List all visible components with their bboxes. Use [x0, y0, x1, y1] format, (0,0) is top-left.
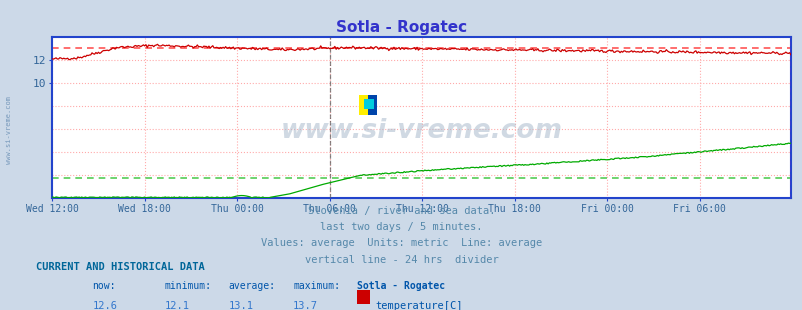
Text: now:: now:	[92, 281, 115, 290]
Text: 12.1: 12.1	[164, 301, 189, 310]
Text: average:: average:	[229, 281, 276, 290]
Text: 13.7: 13.7	[293, 301, 318, 310]
Text: 13.1: 13.1	[229, 301, 253, 310]
Text: last two days / 5 minutes.: last two days / 5 minutes.	[320, 222, 482, 232]
Text: Slovenia / river and sea data.: Slovenia / river and sea data.	[307, 206, 495, 216]
Text: Sotla - Rogatec: Sotla - Rogatec	[335, 20, 467, 35]
Text: Sotla - Rogatec: Sotla - Rogatec	[357, 281, 445, 290]
Text: 12.6: 12.6	[92, 301, 117, 310]
Text: CURRENT AND HISTORICAL DATA: CURRENT AND HISTORICAL DATA	[36, 262, 205, 272]
Text: vertical line - 24 hrs  divider: vertical line - 24 hrs divider	[304, 255, 498, 264]
Text: Values: average  Units: metric  Line: average: Values: average Units: metric Line: aver…	[261, 238, 541, 248]
Text: www.si-vreme.com: www.si-vreme.com	[6, 96, 12, 164]
Text: minimum:: minimum:	[164, 281, 212, 290]
Text: temperature[C]: temperature[C]	[375, 301, 462, 310]
Text: maximum:: maximum:	[293, 281, 340, 290]
Text: www.si-vreme.com: www.si-vreme.com	[280, 118, 562, 144]
